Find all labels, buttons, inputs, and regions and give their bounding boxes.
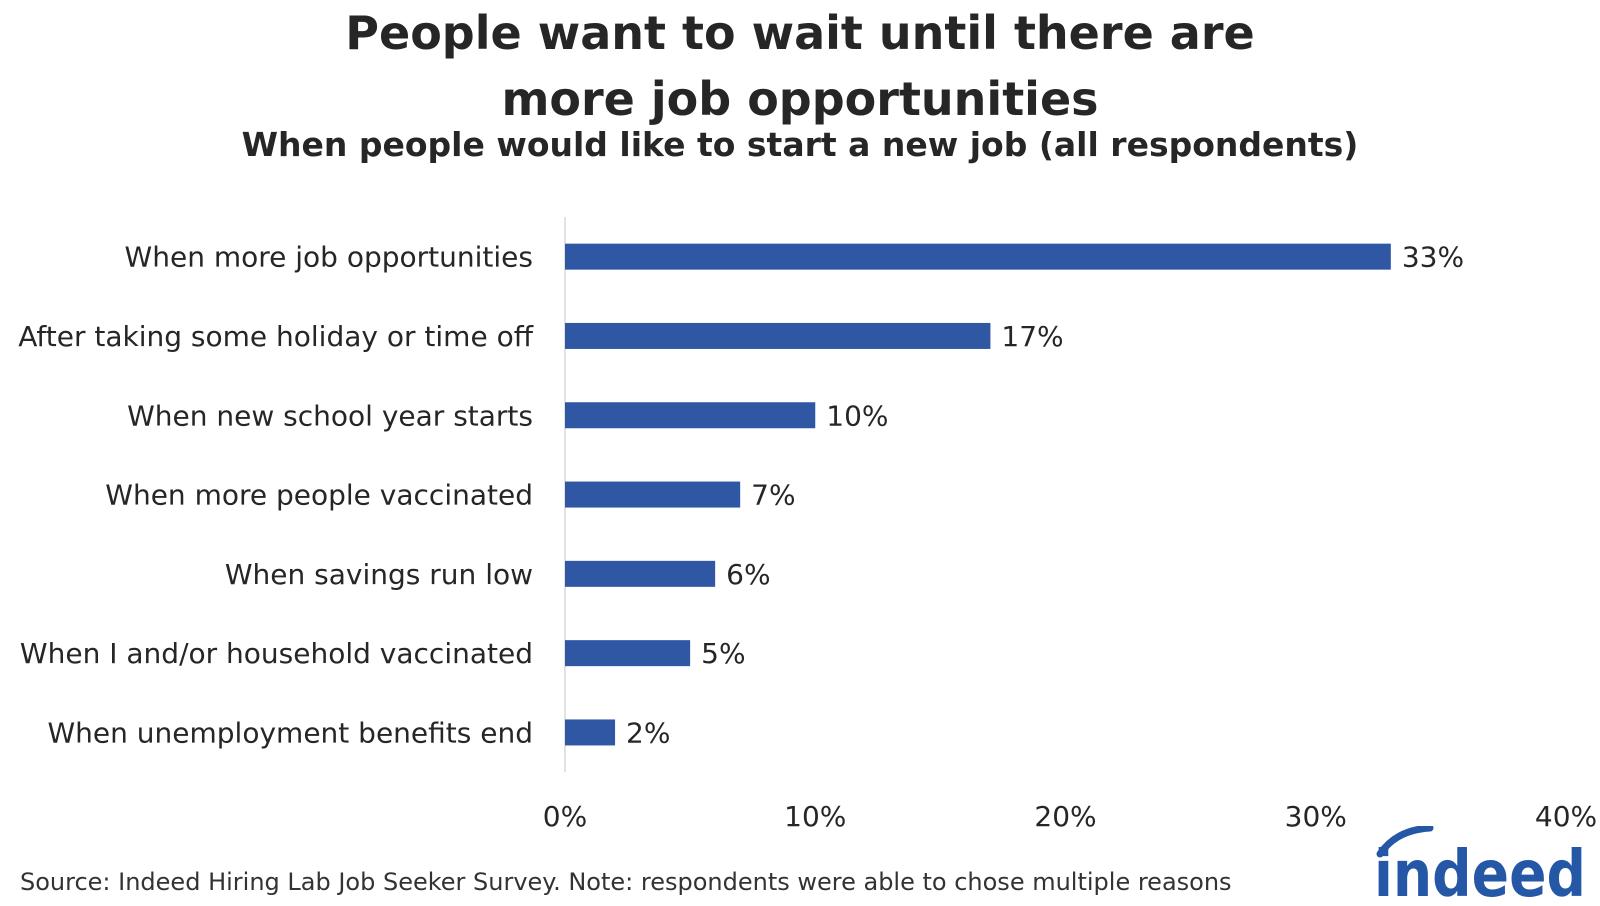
category-label: When more job opportunities — [125, 241, 533, 274]
x-tick-label: 20% — [1034, 800, 1096, 833]
category-label: When unemployment benefits end — [47, 716, 533, 749]
data-label: 2% — [626, 716, 670, 749]
category-label: When more people vaccinated — [105, 479, 533, 512]
indeed-logo-wordmark: indeed — [1374, 838, 1586, 902]
bar — [565, 640, 691, 667]
data-label: 7% — [751, 479, 795, 512]
data-label: 10% — [826, 399, 888, 432]
category-label: When new school year starts — [127, 399, 533, 432]
bar — [565, 243, 1391, 270]
category-label: After taking some holiday or time off — [18, 320, 533, 353]
data-label: 33% — [1402, 241, 1464, 274]
chart-title-line-1: People want to wait until there are — [345, 6, 1255, 60]
bar — [565, 481, 741, 508]
bar — [565, 402, 816, 429]
source-note: Source: Indeed Hiring Lab Job Seeker Sur… — [20, 868, 1232, 896]
category-label: When savings run low — [225, 558, 533, 591]
bar — [565, 719, 616, 746]
indeed-logo: indeed — [1374, 826, 1586, 902]
x-tick-label: 40% — [1535, 800, 1597, 833]
chart-title-line-2: more job opportunities — [501, 72, 1099, 126]
data-label: 6% — [726, 558, 770, 591]
x-tick-label: 0% — [543, 800, 587, 833]
bar — [565, 322, 991, 349]
chart-title: People want to wait until there are more… — [0, 0, 1600, 132]
indeed-logo-arc — [1376, 826, 1434, 858]
data-label: 17% — [1001, 320, 1063, 353]
data-label: 5% — [701, 637, 745, 670]
chart-subtitle: When people would like to start a new jo… — [241, 125, 1359, 164]
category-label: When I and/or household vaccinated — [20, 637, 533, 670]
x-tick-label: 30% — [1285, 800, 1347, 833]
x-tick-label: 10% — [784, 800, 846, 833]
bar — [565, 560, 716, 587]
